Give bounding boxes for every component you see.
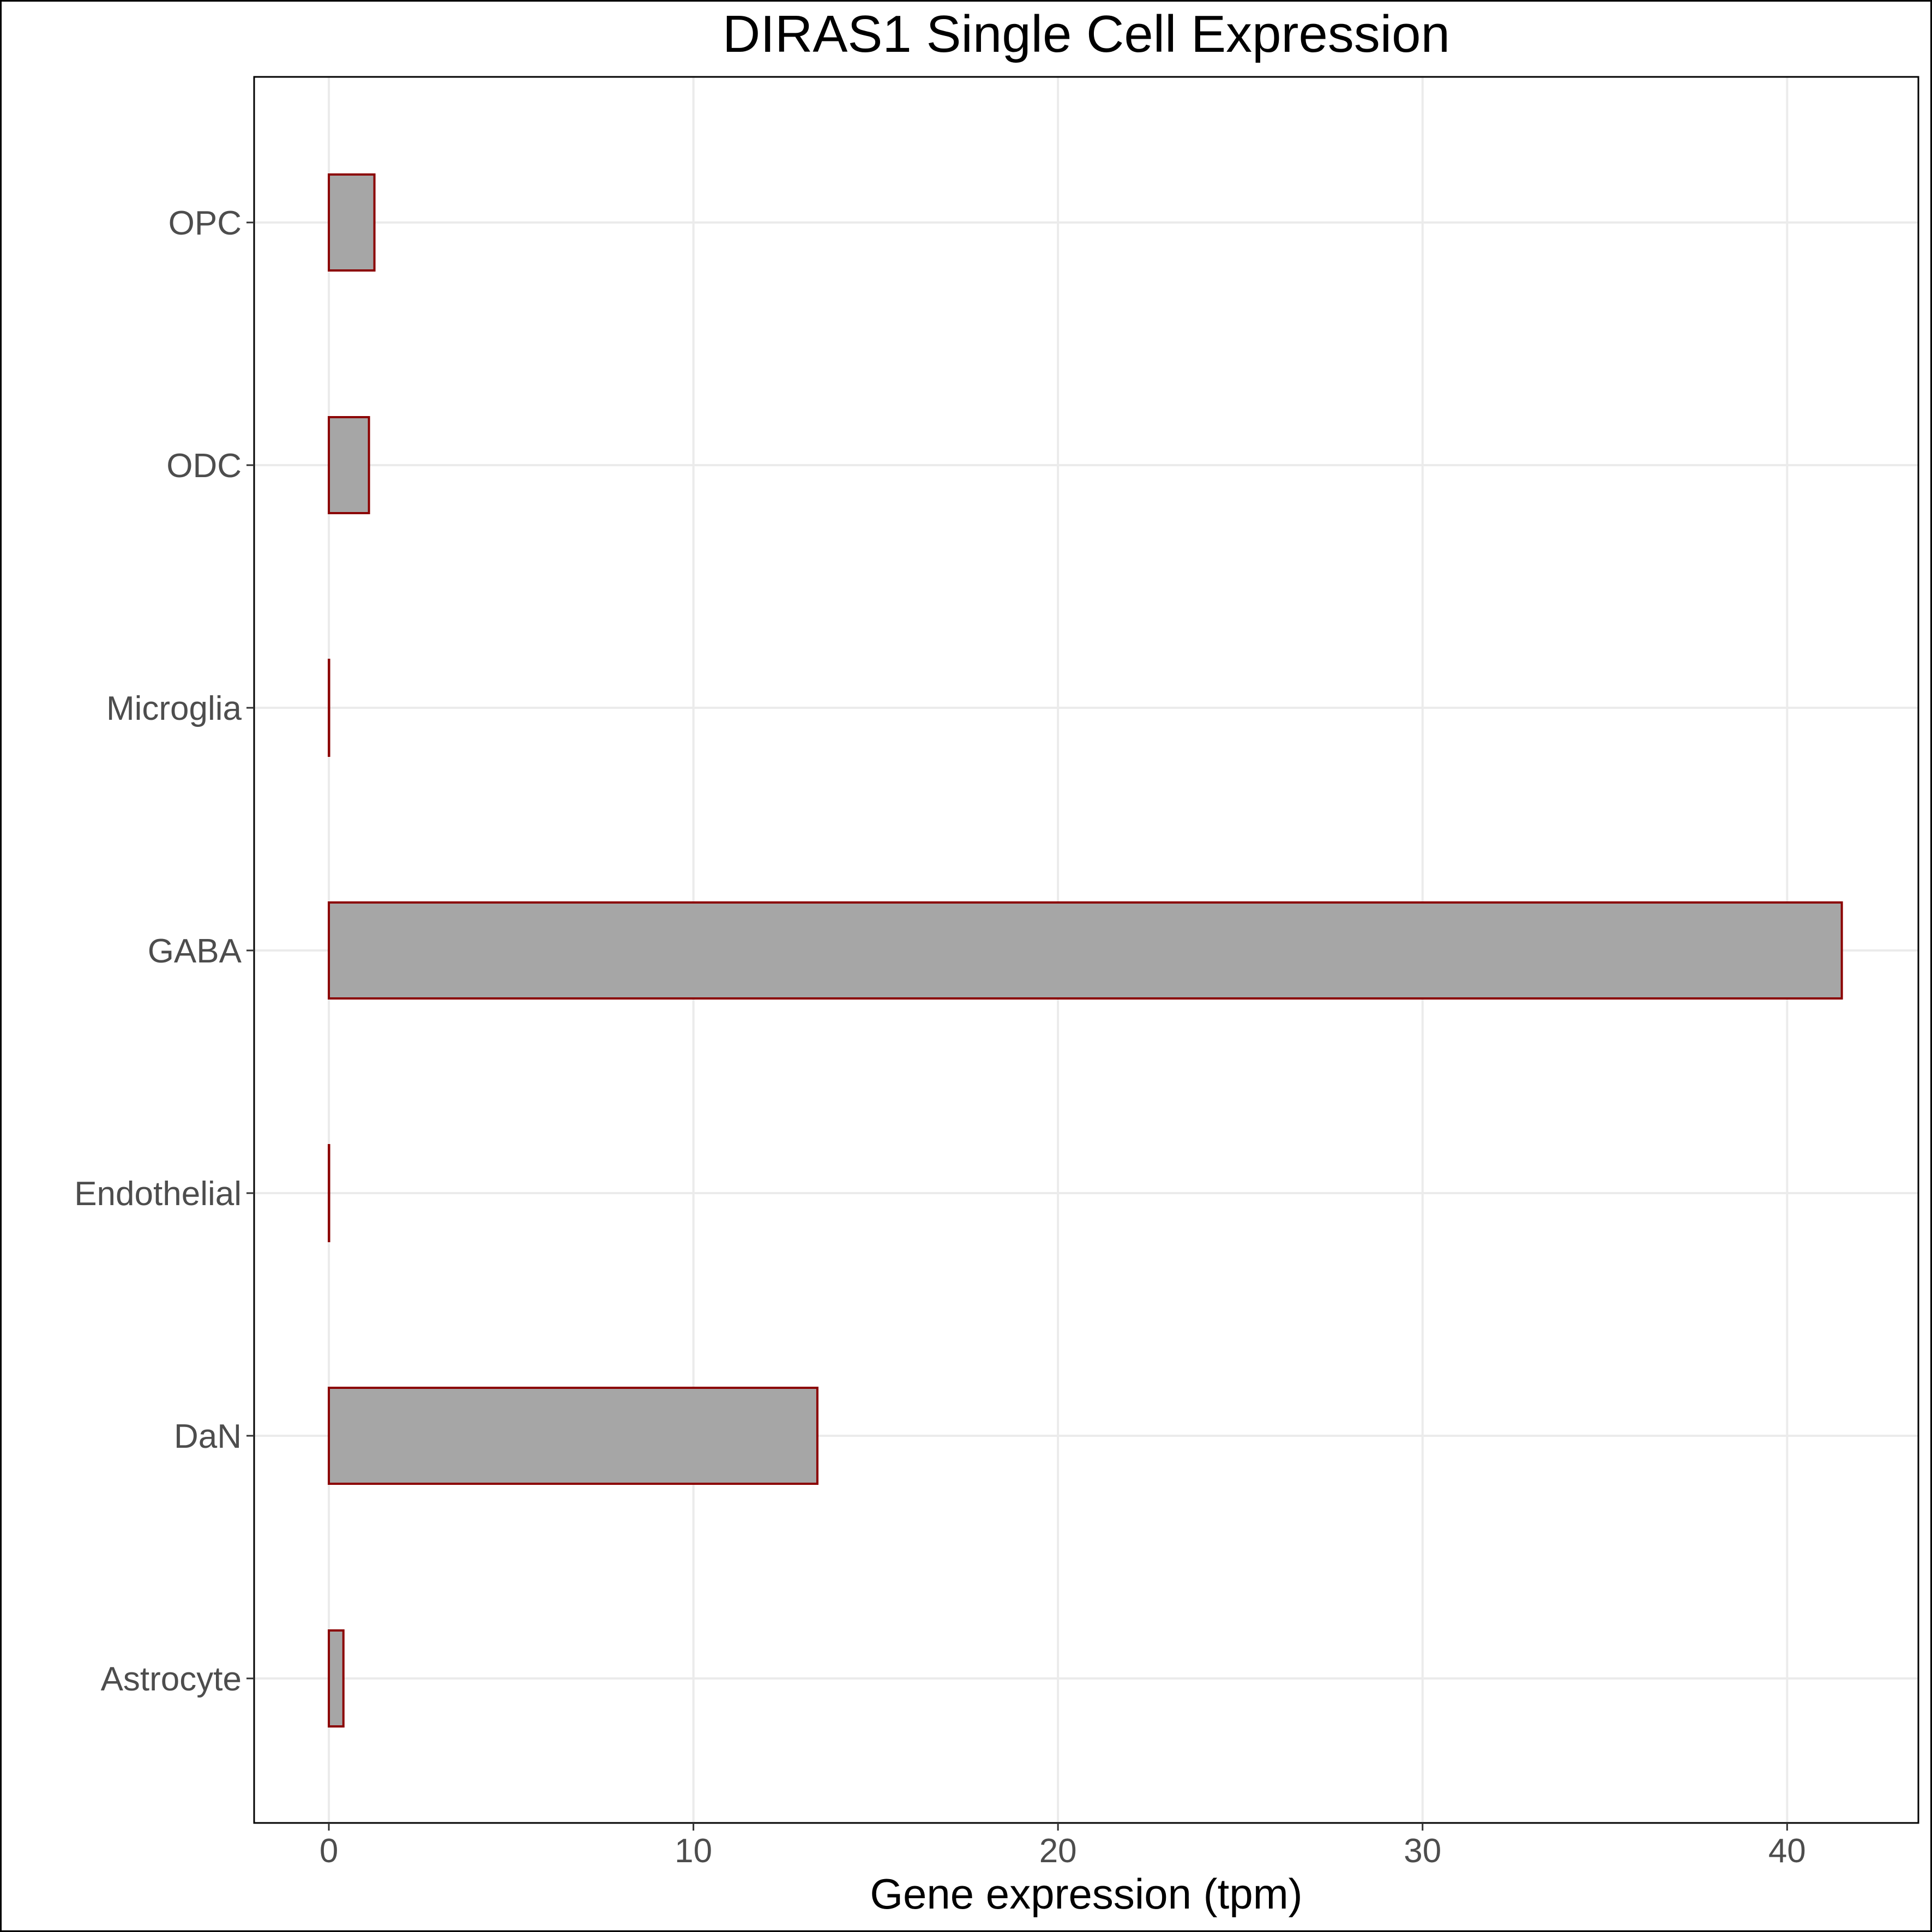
x-tick-label: 0 <box>320 1832 338 1870</box>
x-tick-label: 10 <box>675 1832 712 1870</box>
y-tick-label: Endothelial <box>74 1175 242 1213</box>
y-tick-label: GABA <box>148 932 242 970</box>
bars <box>328 173 1843 1728</box>
y-tick-label: Microglia <box>106 690 242 727</box>
bar-dan <box>328 1387 818 1485</box>
x-tick-labels: 0 10 20 30 40 <box>320 1823 1806 1870</box>
bar-gaba <box>328 901 1843 1000</box>
bar-astrocyte <box>328 1629 345 1728</box>
y-tick-label: Astrocyte <box>101 1660 242 1698</box>
x-tick-label: 20 <box>1039 1832 1077 1870</box>
y-tick-labels: Astrocyte DaN Endothelial GABA Microglia ODC O… <box>74 204 254 1698</box>
chart-title: DIRAS1 Single Cell Expression <box>723 5 1450 63</box>
y-tick-label: OPC <box>168 204 242 242</box>
bar-opc <box>328 173 376 272</box>
x-tick-label: 30 <box>1404 1832 1441 1870</box>
bar-odc <box>328 416 370 514</box>
y-tick-label: ODC <box>166 447 242 485</box>
y-tick-label: DaN <box>174 1418 242 1455</box>
x-axis-title: Gene expression (tpm) <box>870 1870 1302 1918</box>
x-tick-label: 40 <box>1768 1832 1806 1870</box>
